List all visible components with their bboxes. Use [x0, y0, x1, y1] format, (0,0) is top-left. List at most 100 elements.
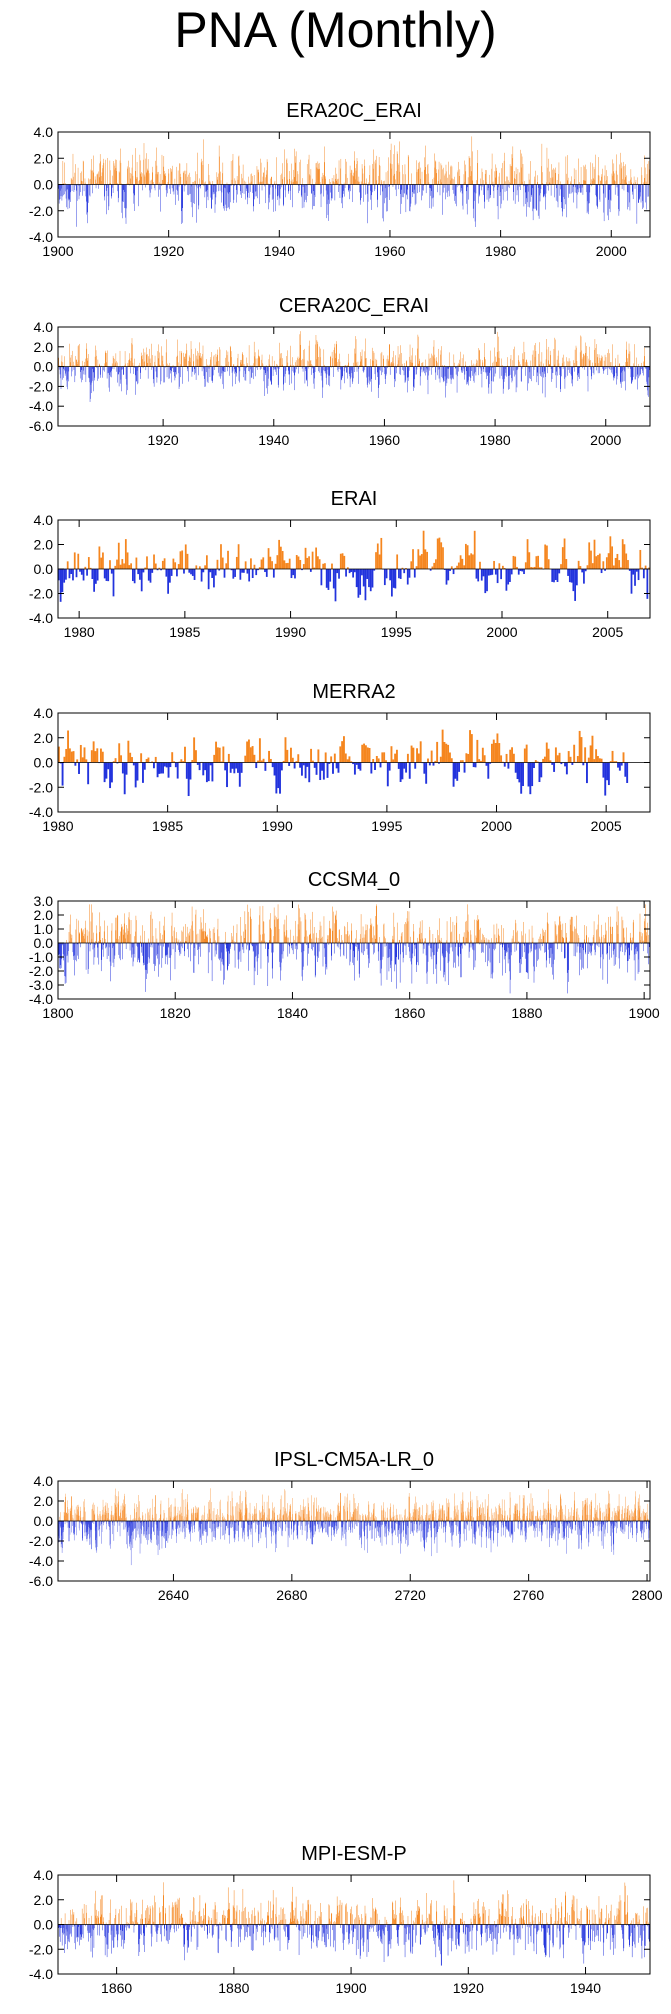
chart-ccsm4-0: CCSM4_0 3.0 2.0 1.0 0.0 -1.0 -2.0 -3.0 -4.0 1800 1…	[0, 864, 671, 1039]
bar	[583, 569, 585, 584]
x-tick-label: 1920	[153, 243, 184, 259]
bar	[257, 760, 260, 763]
bar	[618, 560, 621, 569]
bar	[522, 762, 524, 787]
bar	[65, 569, 67, 580]
x-tick-label: 1995	[371, 818, 402, 834]
bar	[459, 760, 462, 763]
bar	[377, 758, 380, 763]
bar	[561, 547, 564, 569]
bar	[156, 569, 159, 571]
bar	[63, 756, 66, 763]
bar	[343, 736, 345, 763]
bar	[565, 559, 568, 569]
bar	[597, 554, 599, 569]
bar	[271, 561, 273, 569]
bar	[491, 569, 494, 575]
bar	[465, 543, 467, 569]
bar	[101, 751, 104, 763]
bar	[447, 569, 450, 581]
bar	[375, 755, 378, 763]
bar	[621, 539, 624, 569]
bar	[526, 539, 529, 569]
bar	[311, 551, 314, 569]
bar	[543, 756, 546, 763]
bar	[317, 749, 320, 763]
bar	[567, 751, 570, 763]
bar	[57, 746, 60, 763]
bar	[288, 762, 291, 766]
y-tick-label: -2.0	[29, 779, 53, 795]
bar	[385, 569, 388, 579]
y-tick-label: -4.0	[29, 804, 53, 820]
bar	[544, 544, 547, 569]
bar	[492, 739, 495, 763]
bar	[514, 556, 517, 569]
x-tick-label: 1995	[381, 624, 412, 640]
bar	[494, 742, 497, 763]
bar	[533, 566, 536, 569]
bar	[130, 563, 132, 569]
bar	[546, 545, 548, 569]
bar	[152, 762, 155, 769]
bar	[280, 762, 283, 771]
bar	[87, 762, 90, 785]
bar	[253, 754, 256, 763]
y-tick-label: -6.0	[29, 418, 53, 434]
bar	[246, 741, 249, 763]
bar	[607, 762, 610, 786]
bar	[154, 563, 157, 569]
bar	[622, 752, 625, 763]
bar	[176, 762, 179, 779]
bar	[120, 755, 122, 763]
bar	[518, 762, 521, 783]
bar	[146, 556, 148, 569]
bar	[126, 552, 129, 569]
bar	[502, 565, 504, 569]
bar	[255, 569, 258, 576]
bar	[540, 567, 543, 569]
bar	[140, 569, 143, 592]
y-tick-label: 2.0	[34, 537, 54, 553]
bar	[472, 762, 475, 768]
bar	[568, 569, 571, 583]
bar	[140, 753, 143, 763]
bar	[553, 762, 556, 772]
bar	[288, 558, 291, 569]
bar	[412, 747, 415, 763]
bar	[188, 569, 191, 573]
bar	[428, 762, 431, 766]
chart-title: IPSL-CM5A-LR_0	[274, 1449, 434, 1471]
bar	[551, 569, 554, 582]
bar	[131, 757, 133, 763]
bar	[181, 550, 184, 569]
bar	[380, 537, 383, 569]
bar	[180, 759, 183, 763]
y-tick-label: 3.0	[34, 893, 54, 909]
bar	[103, 762, 106, 783]
bar	[198, 762, 201, 771]
bar	[302, 762, 305, 766]
bar	[593, 539, 596, 569]
bar	[620, 567, 622, 569]
bar	[440, 542, 443, 569]
bar	[613, 565, 615, 569]
bar	[78, 762, 80, 774]
bar-series	[58, 331, 650, 402]
bar	[235, 556, 238, 569]
bar	[67, 730, 69, 763]
bar	[135, 557, 138, 569]
bar	[304, 547, 307, 569]
page-title: PNA (Monthly)	[174, 2, 497, 58]
bar	[174, 762, 177, 768]
bar	[353, 762, 356, 775]
bar	[516, 762, 519, 780]
bar	[431, 566, 434, 569]
y-tick-label: 4.0	[34, 705, 54, 721]
bar	[517, 569, 520, 575]
bar	[436, 538, 439, 569]
bar	[461, 760, 464, 763]
bar	[279, 762, 281, 794]
bar	[137, 569, 140, 575]
y-tick-label: -2.0	[29, 203, 53, 219]
